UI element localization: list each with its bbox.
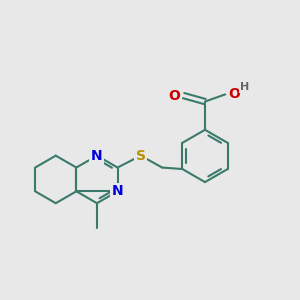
Text: O: O [168, 88, 180, 103]
Text: H: H [238, 83, 247, 94]
Text: N: N [91, 148, 103, 163]
Text: H: H [240, 82, 249, 92]
Text: O: O [228, 87, 240, 101]
Text: O: O [168, 88, 180, 103]
Text: S: S [136, 148, 146, 163]
Text: S: S [136, 148, 146, 163]
Text: O: O [228, 87, 240, 101]
Text: N: N [112, 184, 123, 198]
